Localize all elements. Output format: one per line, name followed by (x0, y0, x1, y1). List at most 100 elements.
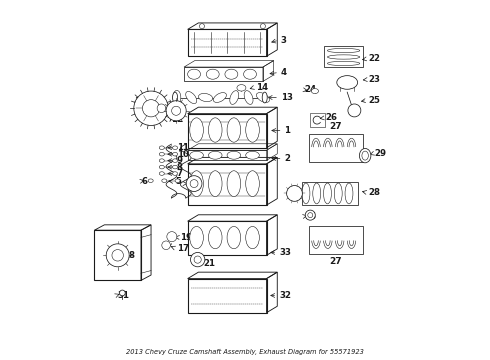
Ellipse shape (262, 92, 267, 103)
Text: 2013 Chevy Cruze Camshaft Assembly, Exhaust Diagram for 55571923: 2013 Chevy Cruze Camshaft Assembly, Exha… (126, 349, 364, 355)
Ellipse shape (245, 151, 259, 159)
Ellipse shape (225, 69, 238, 79)
Ellipse shape (190, 151, 203, 159)
Ellipse shape (208, 151, 222, 159)
Ellipse shape (148, 179, 153, 183)
Circle shape (166, 101, 186, 121)
Text: 28: 28 (368, 188, 381, 197)
Ellipse shape (327, 55, 360, 59)
Text: 8: 8 (177, 163, 183, 172)
Ellipse shape (227, 118, 241, 142)
Ellipse shape (172, 146, 177, 149)
Text: 10: 10 (177, 150, 189, 159)
Ellipse shape (159, 172, 164, 175)
Text: 32: 32 (279, 291, 291, 300)
Text: 13: 13 (281, 93, 293, 102)
Ellipse shape (345, 183, 353, 204)
Circle shape (106, 244, 129, 267)
Circle shape (162, 241, 171, 249)
Text: 18: 18 (123, 251, 135, 260)
Text: 29: 29 (374, 149, 386, 158)
Circle shape (190, 180, 198, 188)
Ellipse shape (120, 290, 125, 296)
Circle shape (260, 24, 266, 29)
Text: 15: 15 (134, 96, 146, 105)
Text: 21: 21 (203, 259, 215, 268)
Circle shape (191, 252, 205, 267)
Ellipse shape (208, 171, 222, 197)
Ellipse shape (190, 226, 203, 249)
Ellipse shape (313, 183, 320, 204)
Ellipse shape (362, 151, 368, 160)
Circle shape (199, 24, 204, 29)
Ellipse shape (173, 90, 181, 105)
Ellipse shape (305, 210, 315, 220)
Text: 16: 16 (304, 212, 316, 221)
Ellipse shape (245, 171, 259, 197)
Ellipse shape (302, 183, 310, 204)
Ellipse shape (311, 89, 318, 94)
Ellipse shape (327, 61, 360, 66)
Circle shape (186, 176, 202, 192)
Text: 2: 2 (285, 154, 291, 163)
Ellipse shape (245, 226, 259, 249)
Text: 14: 14 (256, 83, 268, 92)
Circle shape (172, 106, 181, 115)
Ellipse shape (334, 183, 342, 204)
Ellipse shape (227, 151, 241, 159)
Text: 27: 27 (329, 122, 342, 131)
Ellipse shape (172, 152, 177, 156)
Ellipse shape (175, 179, 180, 183)
Ellipse shape (208, 118, 222, 142)
Text: 11: 11 (177, 143, 189, 152)
Circle shape (167, 231, 177, 242)
Text: 9: 9 (177, 156, 183, 165)
Ellipse shape (244, 69, 256, 79)
Ellipse shape (244, 91, 253, 104)
Ellipse shape (190, 118, 203, 142)
Ellipse shape (206, 69, 219, 79)
Text: 24: 24 (304, 85, 317, 94)
Circle shape (112, 249, 123, 261)
Text: 4: 4 (281, 68, 287, 77)
Ellipse shape (159, 152, 164, 156)
Text: 23: 23 (368, 75, 381, 84)
Text: 17: 17 (177, 244, 189, 253)
Ellipse shape (245, 118, 259, 142)
Ellipse shape (198, 94, 213, 102)
Circle shape (348, 104, 361, 117)
Text: 20: 20 (186, 179, 197, 188)
Ellipse shape (227, 171, 241, 197)
Ellipse shape (230, 91, 239, 104)
Ellipse shape (172, 92, 177, 103)
Ellipse shape (213, 93, 226, 103)
Circle shape (134, 91, 168, 126)
Ellipse shape (208, 226, 222, 249)
Text: 7: 7 (177, 169, 183, 178)
Text: 5: 5 (175, 177, 181, 186)
Text: 3: 3 (281, 36, 287, 45)
Text: 1: 1 (285, 126, 291, 135)
Text: 6: 6 (141, 177, 147, 186)
Circle shape (287, 185, 302, 201)
Text: 33: 33 (279, 248, 291, 257)
Ellipse shape (308, 213, 313, 218)
Ellipse shape (162, 179, 167, 183)
Ellipse shape (256, 93, 270, 103)
Ellipse shape (237, 85, 246, 91)
Ellipse shape (186, 91, 196, 104)
Circle shape (143, 100, 160, 117)
Circle shape (157, 104, 166, 113)
Ellipse shape (172, 159, 177, 162)
Ellipse shape (327, 48, 360, 53)
Circle shape (194, 256, 201, 263)
Ellipse shape (159, 165, 164, 169)
Ellipse shape (172, 172, 177, 175)
Ellipse shape (159, 159, 164, 162)
Text: 19: 19 (180, 233, 193, 242)
Ellipse shape (359, 148, 371, 163)
Text: 22: 22 (368, 54, 381, 63)
Ellipse shape (159, 146, 164, 149)
Text: 25: 25 (368, 96, 381, 105)
Text: 31: 31 (118, 291, 130, 300)
